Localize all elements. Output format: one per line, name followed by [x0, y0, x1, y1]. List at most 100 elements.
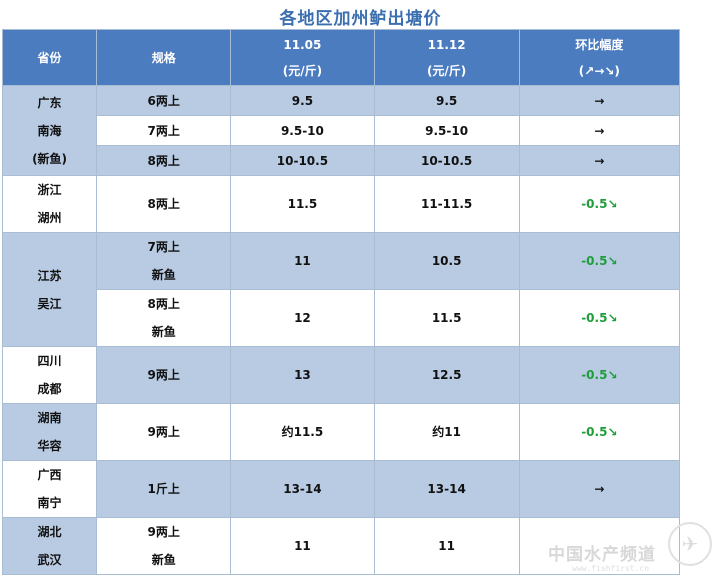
province-cell: 湖南 华容 [1, 403, 98, 461]
header-change-label: 环比幅度 [575, 37, 624, 52]
spec-line: 8两上 [147, 197, 180, 211]
spec-line: 7两上 [147, 123, 180, 138]
price-date2-cell: 约11 [373, 403, 520, 461]
spec-line: 新鱼 [151, 268, 176, 282]
province-cell: 广西 南宁 [1, 460, 98, 518]
province-line: 华容 [37, 439, 62, 453]
change-cell: -0.5↘ [518, 403, 681, 461]
spec-line: 新鱼 [151, 325, 176, 339]
header-date1-unit: (元/斤) [282, 63, 323, 78]
spec-line: 1斤上 [147, 482, 180, 496]
price-date1-cell: 11.5 [230, 175, 375, 233]
price-date1-cell: 11 [230, 517, 375, 575]
spec-line: 新鱼 [151, 553, 176, 567]
spec-cell: 9两上 [96, 346, 232, 404]
change-cell: -0.5↘ [518, 232, 681, 290]
price-date1-cell: 10-10.5 [230, 145, 375, 176]
table-row: 7两上 9.5-10 9.5-10 → [3, 115, 681, 146]
table-row: 湖北 武汉 9两上 新鱼 11 11 [1, 517, 681, 575]
price-date1-cell: 约11.5 [230, 403, 375, 461]
table-row: 江苏 吴江 7两上 新鱼 11 10.5 -0.5↘ [1, 232, 681, 347]
price-date1-cell: 11 [230, 232, 375, 290]
header-change-legend: (↗→↘) [578, 63, 620, 78]
spec-line: 9两上 [147, 425, 180, 439]
price-date1-cell: 12 [230, 289, 375, 347]
spec-cell: 6两上 [96, 85, 232, 116]
province-line: 江苏 [37, 268, 62, 283]
header-change: 环比幅度 (↗→↘) [518, 29, 681, 86]
spec-cell: 9两上 新鱼 [96, 517, 232, 575]
province-line: 武汉 [37, 553, 62, 567]
change-cell: → [518, 85, 681, 116]
change-cell: → [518, 145, 681, 176]
table-row: 浙江湖州 8两上 11.5 11-11.5 -0.5↘ [1, 175, 681, 233]
price-date2-cell: 10.5 [373, 232, 520, 290]
table-row: 8两上 新鱼 12 11.5 -0.5↘ [3, 289, 681, 347]
table-row: 8两上 10-10.5 10-10.5 → [3, 145, 681, 176]
province-line: 南海 [37, 123, 62, 138]
price-date2-cell: 11.5 [373, 289, 520, 347]
price-date2-cell: 9.5 [373, 85, 520, 116]
province-line: 四川 [37, 354, 62, 368]
change-cell: -0.5↘ [518, 175, 681, 233]
header-province: 省份 [1, 29, 98, 86]
province-line: 广东 [37, 95, 62, 110]
province-line: 湖北 [37, 525, 62, 539]
province-line: 吴江 [37, 296, 62, 311]
province-line: (新鱼) [32, 151, 68, 166]
province-cell: 四川 成都 [1, 346, 98, 404]
price-date1-cell: 13-14 [230, 460, 375, 518]
province-cell: 江苏 吴江 [1, 232, 98, 347]
price-date2-cell: 11-11.5 [373, 175, 520, 233]
header-date2-unit: (元/斤) [426, 63, 467, 78]
change-cell: → [518, 460, 681, 518]
spec-cell: 8两上 [96, 145, 232, 176]
page-title: 各地区加州鲈出塘价 [279, 9, 442, 29]
watermark-text: 中国水产频道 [548, 545, 656, 565]
province-line: 南宁 [37, 496, 62, 510]
spec-cell: 8两上新鱼 [96, 289, 232, 347]
price-date1-cell: 9.5 [230, 85, 375, 116]
price-date2-cell: 11 [373, 517, 520, 575]
price-date2-cell: 12.5 [373, 346, 520, 404]
province-line: 成都 [37, 382, 62, 396]
table-header-row: 省份 规格 11.05 (元/斤) 11.12 (元/斤) 环比幅度 (↗→↘) [1, 29, 681, 86]
table-row: 广东 南海 (新鱼) 6两上 9.5 9.5 → [1, 85, 681, 176]
price-date1-cell: 13 [230, 346, 375, 404]
header-date1: 11.05 (元/斤) [230, 29, 375, 86]
province-cell: 湖北 武汉 [1, 517, 98, 575]
table-body: 广东 南海 (新鱼) 6两上 9.5 9.5 → 7两上 9.5-10 9.5-10 → 8两上 10-… [1, 85, 681, 575]
header-date2-label: 11.12 [427, 37, 466, 52]
province-line: 湖州 [37, 211, 62, 225]
price-date2-cell: 9.5-10 [373, 115, 520, 146]
spec-cell: 1斤上 [96, 460, 232, 518]
spec-line: 6两上 [147, 93, 180, 108]
change-cell: → [518, 115, 681, 146]
spec-cell: 7两上新鱼 [96, 232, 232, 290]
spec-line: 7两上 [147, 240, 180, 254]
table-row: 四川成都 9两上 13 12.5 -0.5↘ [1, 346, 681, 404]
change-cell: -0.5↘ [518, 289, 681, 347]
header-spec: 规格 [96, 29, 232, 86]
spec-line: 9两上 [147, 368, 180, 382]
spec-line: 8两上 [147, 153, 180, 168]
change-cell: -0.5↘ [518, 346, 681, 404]
province-line: 湖南 [37, 411, 62, 425]
price-table: 省份 规格 11.05 (元/斤) 11.12 (元/斤) 环比幅度 (↗→↘)… [1, 29, 681, 575]
province-line: 浙江 [37, 183, 62, 197]
change-cell [518, 517, 681, 575]
spec-line: 8两上 [147, 297, 180, 311]
table-row: 广西 南宁 1斤上 13-14 13-14 → [1, 460, 681, 518]
price-date2-cell: 10-10.5 [373, 145, 520, 176]
province-cell: 浙江 湖州 [1, 175, 98, 233]
watermark-url: www.fishfirst.cn [572, 564, 650, 573]
province-cell: 广东南海 (新鱼) [1, 85, 98, 176]
watermark-logo-icon: ✈ [668, 522, 712, 566]
spec-cell: 9两上 [96, 403, 232, 461]
spec-cell: 7两上 [96, 115, 232, 146]
price-date2-cell: 13-14 [373, 460, 520, 518]
province-line: 广西 [37, 468, 62, 482]
header-date2: 11.12 (元/斤) [373, 29, 520, 86]
header-date1-label: 11.05 [283, 37, 322, 52]
price-date1-cell: 9.5-10 [230, 115, 375, 146]
